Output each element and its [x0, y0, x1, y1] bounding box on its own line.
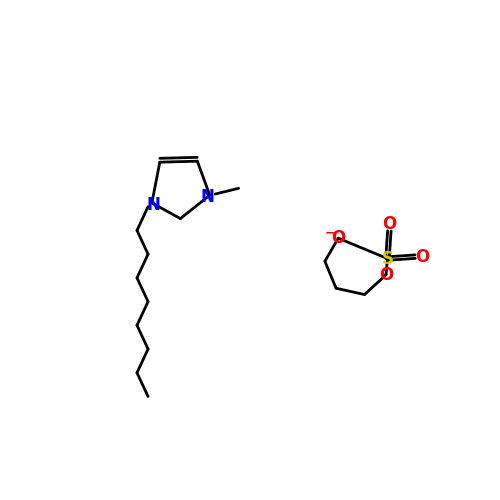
- Text: O: O: [331, 229, 345, 247]
- Text: N: N: [147, 196, 161, 214]
- Text: O: O: [382, 215, 396, 233]
- Text: N: N: [201, 188, 215, 206]
- Text: −: −: [324, 226, 335, 239]
- Text: O: O: [379, 266, 393, 284]
- Text: O: O: [415, 248, 429, 266]
- Text: S: S: [382, 250, 394, 268]
